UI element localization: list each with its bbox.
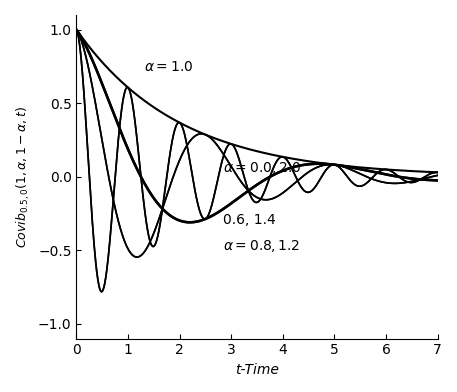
Text: $\alpha = 0.8, 1.2$: $\alpha = 0.8, 1.2$ [223, 238, 300, 254]
Y-axis label: $Covib_{0.5,0}(1,\alpha,1-\alpha,t)$: $Covib_{0.5,0}(1,\alpha,1-\alpha,t)$ [15, 106, 32, 248]
X-axis label: t-Time: t-Time [235, 363, 279, 377]
Text: $\alpha = 1.0$: $\alpha = 1.0$ [143, 60, 193, 74]
Text: 0.6, 1.4: 0.6, 1.4 [223, 213, 276, 227]
Text: $\alpha = 0.0, 2.0$: $\alpha = 0.0, 2.0$ [223, 160, 302, 176]
